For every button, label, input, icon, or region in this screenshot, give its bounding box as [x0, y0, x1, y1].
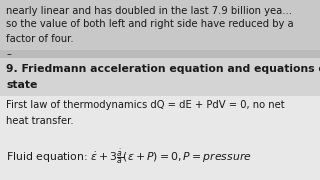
FancyBboxPatch shape	[0, 0, 320, 50]
FancyBboxPatch shape	[0, 50, 320, 58]
Text: Fluid equation: $\dot{\varepsilon} + 3\frac{\dot{a}}{a}(\varepsilon + P) = 0, P : Fluid equation: $\dot{\varepsilon} + 3\f…	[6, 147, 252, 166]
Text: First law of thermodynamics dQ = dE + PdV = 0, no net: First law of thermodynamics dQ = dE + Pd…	[6, 100, 285, 110]
FancyBboxPatch shape	[0, 96, 320, 134]
Text: so the value of both left and right side have reduced by a: so the value of both left and right side…	[6, 19, 294, 29]
Text: 9. Friedmann acceleration equation and equations of: 9. Friedmann acceleration equation and e…	[6, 64, 320, 74]
FancyBboxPatch shape	[0, 134, 320, 180]
Text: factor of four.: factor of four.	[6, 34, 74, 44]
Text: nearly linear and has doubled in the last 7.9 billion yea...: nearly linear and has doubled in the las…	[6, 6, 292, 16]
Text: –: –	[6, 50, 11, 60]
Text: heat transfer.: heat transfer.	[6, 116, 74, 127]
Text: state: state	[6, 80, 38, 91]
FancyBboxPatch shape	[0, 58, 320, 96]
